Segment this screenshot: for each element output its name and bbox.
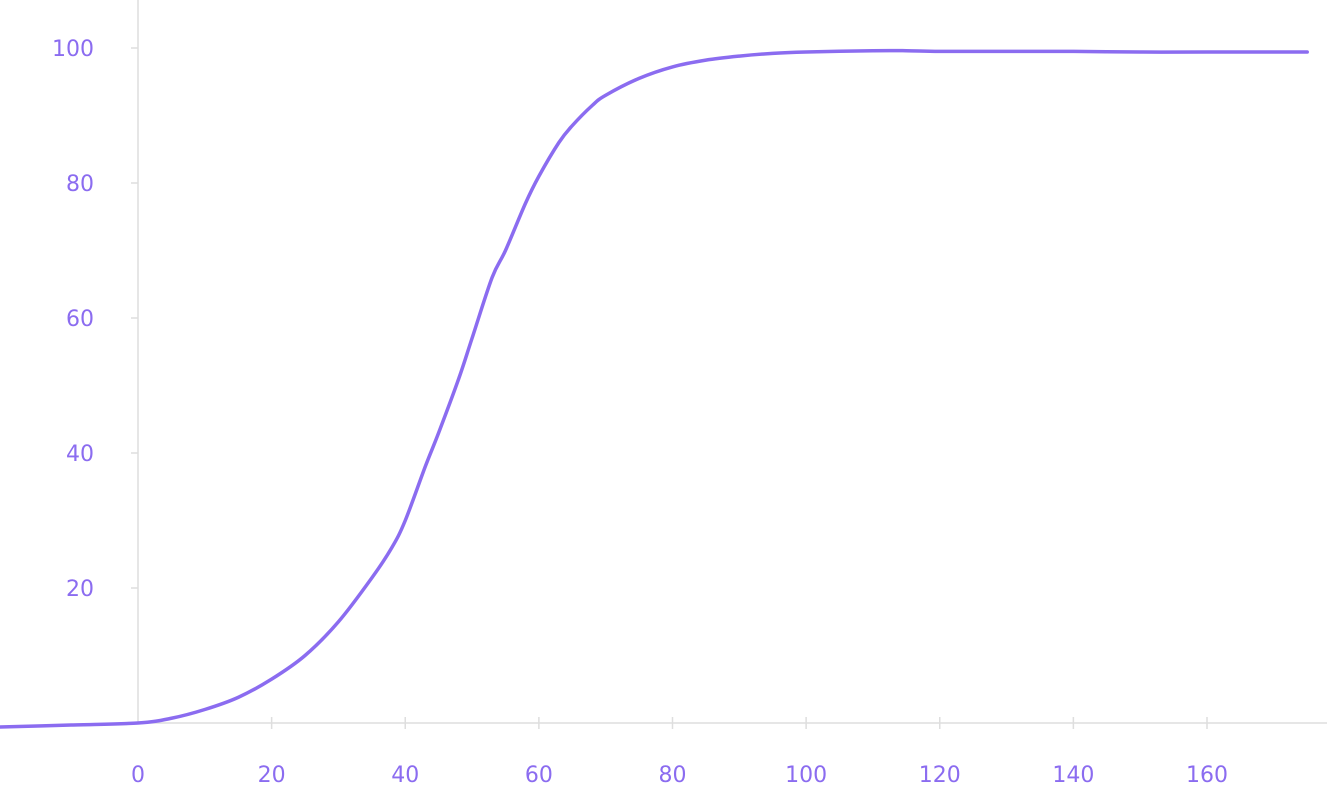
x-tick-label: 60 (525, 763, 553, 788)
x-tick-label: 20 (258, 763, 286, 788)
y-tick-label: 100 (52, 37, 94, 62)
y-tick-label: 40 (66, 442, 94, 467)
x-tick-label: 40 (391, 763, 419, 788)
x-tick-label: 100 (785, 763, 827, 788)
x-tick-label: 0 (131, 763, 145, 788)
x-tick-label: 160 (1186, 763, 1228, 788)
x-tick-label: 140 (1052, 763, 1094, 788)
axes (137, 0, 1327, 724)
series-line-0 (0, 48, 1309, 729)
y-tick-label: 60 (66, 307, 94, 332)
y-tick-label: 20 (66, 577, 94, 602)
x-tick-label: 120 (919, 763, 961, 788)
x-tick-label: 80 (659, 763, 687, 788)
ticks: 0 20 40 60 80 100 120 140 160 20 40 60 80 100 (52, 37, 1228, 788)
series (0, 48, 1309, 729)
y-tick-label: 80 (66, 172, 94, 197)
